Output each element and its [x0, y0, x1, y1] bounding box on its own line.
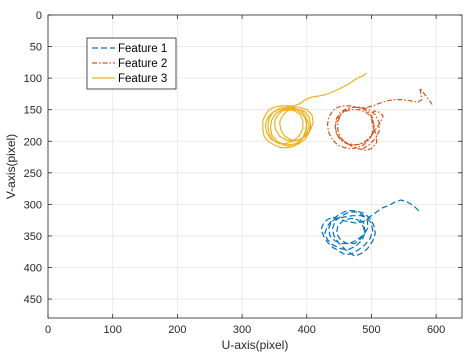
x-tick-label: 200: [168, 324, 186, 336]
legend-box: [86, 37, 177, 90]
legend-label-2: Feature 2: [118, 58, 167, 70]
series-line-2: [326, 87, 433, 151]
y-tick-label: 100: [24, 73, 42, 85]
axis-ticks: [47, 14, 462, 318]
series-layer: [262, 72, 433, 257]
x-tick-label: 100: [104, 324, 122, 336]
x-tick-label: 500: [362, 324, 380, 336]
x-tick-label: 0: [45, 324, 51, 336]
y-tick-label: 0: [36, 10, 42, 22]
series-line-1: [320, 199, 420, 257]
y-tick-labels: 0 50 100 150 200 250 300 350 400 450: [24, 10, 42, 306]
y-tick-label: 200: [24, 136, 42, 148]
y-tick-label: 250: [24, 168, 42, 180]
series-line-3: [262, 72, 367, 149]
grid: [47, 14, 462, 318]
y-tick-label: 350: [24, 231, 42, 243]
y-tick-label: 450: [24, 294, 42, 306]
x-axis-label: U-axis(pixel): [222, 338, 289, 352]
y-tick-label: 300: [24, 199, 42, 211]
x-tick-label: 600: [427, 324, 445, 336]
y-tick-label: 50: [30, 42, 42, 54]
y-tick-label: 400: [24, 263, 42, 275]
legend-label-1: Feature 1: [118, 43, 167, 55]
x-tick-label: 400: [298, 324, 316, 336]
y-tick-label: 150: [24, 105, 42, 117]
legend-label-3: Feature 3: [118, 73, 167, 85]
plot-area-border: [47, 14, 463, 319]
legend: Feature 1 Feature 2 Feature 3: [86, 37, 177, 90]
x-tick-labels: 0 100 200 300 400 500 600: [45, 324, 445, 336]
y-axis-label: V-axis(pixel): [4, 134, 18, 199]
x-tick-label: 300: [233, 324, 251, 336]
